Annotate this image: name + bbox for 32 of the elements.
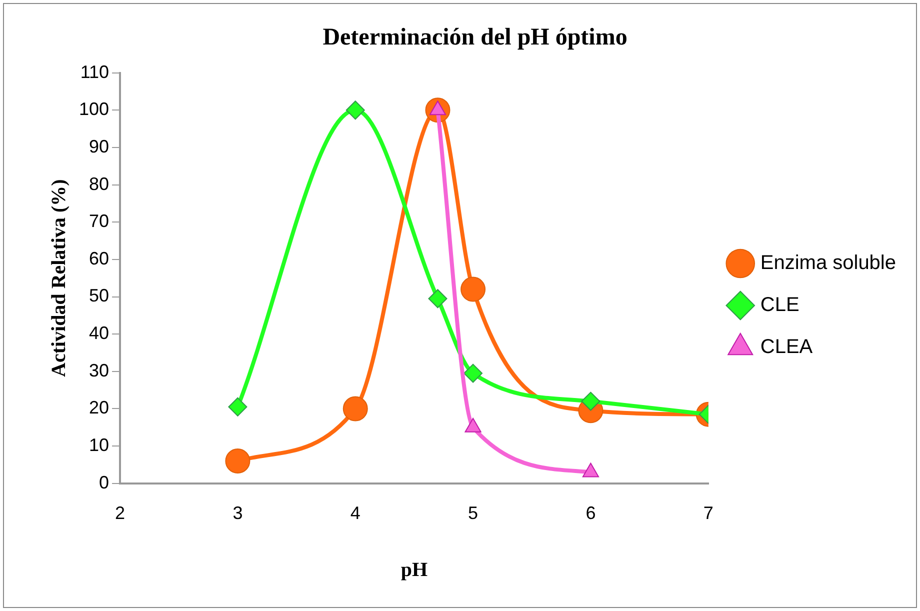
x-tick-label: 5 — [468, 503, 478, 524]
legend-label: CLEA — [760, 336, 814, 358]
y-tick-label: 100 — [78, 99, 110, 120]
y-tick-label: 0 — [99, 472, 110, 492]
x-axis-title: pH — [400, 559, 428, 582]
y-tick-label: 110 — [80, 62, 110, 82]
point — [346, 100, 365, 120]
legend-label: CLE — [760, 294, 800, 316]
y-tick-label: 20 — [89, 398, 110, 418]
x-tick-label: 4 — [350, 503, 360, 524]
chart-title: Determinación del pH óptimo — [322, 24, 628, 51]
x-tick-label: 3 — [232, 503, 243, 524]
point — [228, 397, 248, 416]
y-axis-title: Actividad Relativa (%) — [48, 179, 70, 377]
y-tick-label: 40 — [89, 323, 110, 344]
point — [428, 289, 448, 308]
point — [460, 276, 486, 302]
x-tick-label: 7 — [703, 503, 714, 524]
y-tick-label: 80 — [89, 174, 110, 194]
y-tick-label: 90 — [89, 136, 110, 156]
point — [464, 364, 483, 383]
x-tick-label: 2 — [115, 503, 126, 524]
point — [225, 448, 250, 474]
y-tick-label: 10 — [89, 435, 110, 456]
y-tick-label: 60 — [89, 248, 110, 268]
y-tick-label: 30 — [89, 360, 110, 380]
x-tick-label: 6 — [586, 503, 596, 524]
point — [342, 396, 368, 422]
y-tick-label: 70 — [89, 211, 110, 232]
y-tick-label: 50 — [89, 286, 110, 306]
legend-label: Enzima soluble — [760, 252, 896, 274]
point — [581, 392, 600, 411]
